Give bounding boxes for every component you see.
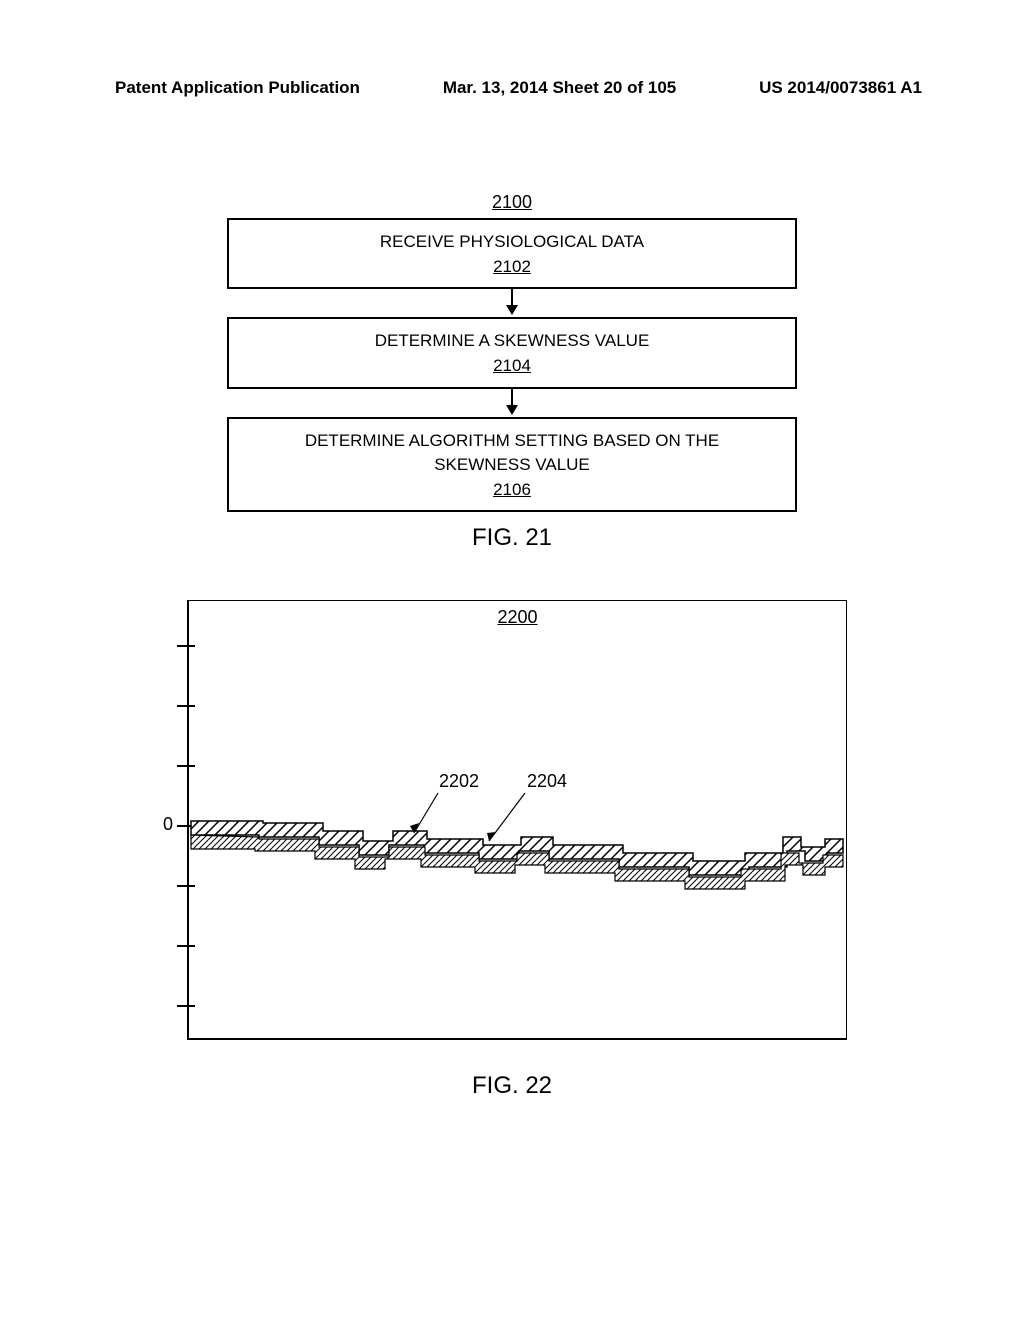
flow-box-2-text: DETERMINE ALGORITHM SETTING BASED ON THE… (237, 429, 787, 478)
fig21-label: FIG. 21 (0, 524, 1024, 552)
flow-arrow-1 (227, 389, 797, 417)
arrow-down-icon (502, 289, 522, 317)
callout-2202: 2202 (439, 771, 479, 792)
flow-box-1: DETERMINE A SKEWNESS VALUE 2104 (227, 317, 797, 388)
zero-label: 0 (163, 814, 173, 835)
arrow-down-icon (502, 389, 522, 417)
fig22-label: FIG. 22 (0, 1072, 1024, 1100)
flow-box-0-text: RECEIVE PHYSIOLOGICAL DATA (237, 230, 787, 255)
fig21-ref: 2100 (0, 192, 1024, 213)
fig22-waveform (189, 601, 845, 1037)
flow-box-1-text: DETERMINE A SKEWNESS VALUE (237, 329, 787, 354)
callout-2204: 2204 (527, 771, 567, 792)
flow-box-1-num: 2104 (237, 354, 787, 379)
flow-box-0-num: 2102 (237, 255, 787, 280)
header-right: US 2014/0073861 A1 (759, 78, 922, 98)
fig22-chart: 2200 0 2202 2204 (187, 600, 847, 1040)
flow-box-2: DETERMINE ALGORITHM SETTING BASED ON THE… (227, 417, 797, 513)
flow-box-0: RECEIVE PHYSIOLOGICAL DATA 2102 (227, 218, 797, 289)
flow-box-2-num: 2106 (237, 478, 787, 503)
header-center: Mar. 13, 2014 Sheet 20 of 105 (443, 78, 676, 98)
header-left: Patent Application Publication (115, 78, 360, 98)
flow-arrow-0 (227, 289, 797, 317)
fig21-flowchart: RECEIVE PHYSIOLOGICAL DATA 2102 DETERMIN… (227, 218, 797, 512)
page-header: Patent Application Publication Mar. 13, … (0, 78, 1024, 98)
